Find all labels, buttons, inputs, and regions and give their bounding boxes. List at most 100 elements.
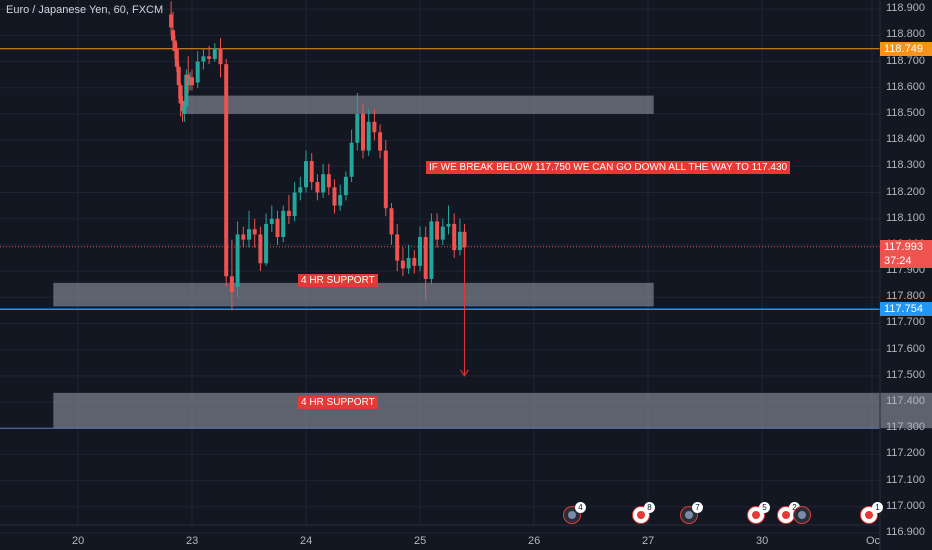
time-tick-label: 23 (186, 535, 199, 547)
price-tick-label: 117.700 (886, 316, 925, 329)
candle-body (372, 121, 377, 133)
price-tick-label: 117.000 (886, 499, 925, 512)
price-tick-label: 117.800 (886, 290, 925, 303)
candle-body (258, 234, 263, 264)
candle-body (292, 192, 297, 217)
candle-body (275, 218, 280, 238)
candle-body (435, 221, 440, 240)
candle-body (195, 61, 200, 83)
last-price-badge: 117.993 (880, 239, 932, 254)
candle-body (190, 77, 194, 86)
event-marker-core (865, 511, 873, 519)
candle-body (446, 223, 451, 227)
candle-body (201, 56, 206, 62)
blue-level-price-badge: 117.754 (880, 302, 932, 317)
price-tick-label: 117.100 (886, 473, 925, 486)
support-zone (186, 95, 654, 114)
candle-body (252, 229, 257, 235)
event-marker-icon[interactable]: 1 (860, 502, 883, 524)
chart-title: Euro / Japanese Yen, 60, FXCM (6, 4, 164, 16)
candle-body (395, 234, 400, 261)
time-tick-label: 25 (414, 535, 427, 547)
forecast-annotation[interactable]: IF WE BREAK BELOW 117.750 WE CAN GO DOWN… (426, 161, 791, 174)
candle-body (423, 237, 428, 279)
candle-body (178, 85, 183, 104)
candle-body (429, 221, 434, 279)
candle-body (286, 210, 291, 217)
candle-body (366, 121, 371, 151)
candle-body (400, 260, 405, 269)
price-tick-label: 116.900 (886, 525, 925, 538)
candle-body (172, 40, 177, 52)
time-tick-label: 30 (756, 535, 769, 547)
price-tick-label: 117.500 (886, 368, 925, 381)
event-marker-icon[interactable] (793, 506, 811, 524)
candle-body (418, 237, 422, 266)
price-tick-label: 117.400 (886, 395, 925, 408)
price-tick-label: 117.200 (886, 447, 925, 460)
candle-body (212, 48, 217, 59)
candle-body (440, 226, 445, 240)
candle-body (378, 132, 383, 151)
price-tick-label: 118.900 (886, 2, 925, 15)
event-marker-core (782, 511, 790, 519)
time-tick-label: 20 (72, 535, 85, 547)
candle-body (412, 257, 417, 266)
candle-body (326, 174, 331, 188)
candle-body (389, 208, 394, 235)
candle-body (349, 142, 354, 177)
candle-body (247, 229, 251, 240)
candle-body (321, 174, 326, 193)
candle-body (281, 210, 286, 238)
event-marker-icon[interactable]: 5 (747, 502, 770, 524)
event-count-badge: 5 (759, 502, 770, 513)
event-count-badge: 7 (692, 502, 703, 513)
candle-body (184, 74, 189, 107)
candle-body (218, 48, 223, 65)
event-count-badge: 4 (575, 502, 586, 513)
candle-body (182, 106, 187, 114)
event-marker-icon[interactable]: 4 (563, 502, 586, 524)
event-count-badge: 8 (644, 502, 655, 513)
forecast-arrow-head (460, 369, 469, 377)
candle-body (304, 161, 308, 188)
event-marker-icon[interactable]: 2 (777, 502, 800, 524)
orange-level-price-badge: 118.749 (880, 41, 932, 56)
price-tick-label: 118.200 (886, 185, 925, 198)
candle-body (309, 161, 314, 183)
event-marker-core (568, 511, 576, 519)
price-tick-label: 118.100 (886, 211, 925, 224)
candle-body (229, 276, 234, 293)
candle-body (315, 182, 320, 193)
candle-body (452, 223, 457, 251)
support-zone-label[interactable]: 4 HR SUPPORT (298, 274, 378, 287)
candle-body (176, 66, 181, 86)
price-tick-label: 117.600 (886, 342, 925, 355)
event-marker-core (798, 511, 806, 519)
candle-body (224, 64, 229, 277)
time-tick-label: Oc (866, 535, 881, 547)
candle-body (332, 187, 337, 206)
event-marker-core (685, 511, 693, 519)
candle-body (269, 218, 274, 224)
support-zone (53, 282, 654, 307)
event-marker-icon[interactable]: 8 (632, 502, 655, 524)
bar-countdown-badge: 37:24 (880, 253, 932, 268)
support-zone-label[interactable]: 4 HR SUPPORT (298, 396, 378, 409)
support-zone (53, 392, 932, 429)
price-tick-label: 118.800 (886, 28, 925, 41)
time-tick-label: 24 (300, 535, 313, 547)
candle-body (264, 223, 269, 264)
candle-body (355, 113, 360, 143)
candle-body (462, 231, 467, 248)
time-tick-label: 26 (528, 535, 541, 547)
candle-body (383, 150, 388, 209)
event-marker-icon[interactable]: 7 (680, 502, 703, 524)
candle-body (241, 234, 246, 240)
event-marker-core (752, 511, 760, 519)
candle-body (406, 257, 411, 269)
price-tick-label: 118.600 (886, 80, 925, 93)
